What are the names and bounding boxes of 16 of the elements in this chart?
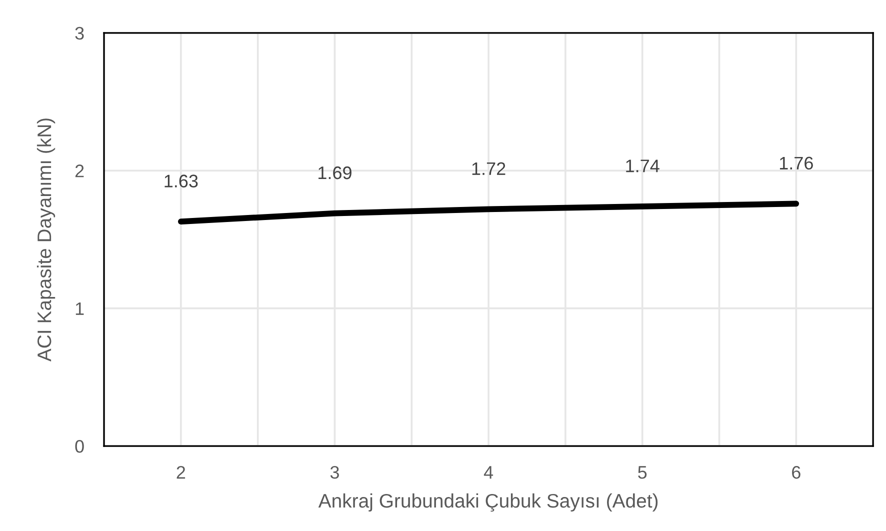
y-tick-label: 2 [75, 164, 84, 178]
x-tick-label: 5 [638, 466, 647, 479]
data-label: 1.72 [472, 162, 506, 175]
data-label: 1.69 [318, 166, 352, 180]
data-label: 1.63 [164, 174, 198, 188]
data-label: 1.74 [626, 160, 660, 172]
y-tick-label: 0 [75, 440, 84, 453]
y-axis-title: ACI Kapasite Dayanımı (kN) [36, 118, 56, 362]
x-tick-label: 3 [330, 466, 339, 479]
x-axis-title: Ankraj Grubundaki Çubuk Sayısı (Adet) [318, 493, 658, 512]
y-tick-label: 1 [76, 302, 84, 315]
x-tick-label: 2 [176, 466, 186, 479]
data-label: 1.76 [780, 156, 813, 170]
x-tick-label: 6 [792, 466, 800, 479]
x-tick-label: 4 [484, 466, 494, 479]
y-tick-label: 3 [75, 26, 84, 40]
